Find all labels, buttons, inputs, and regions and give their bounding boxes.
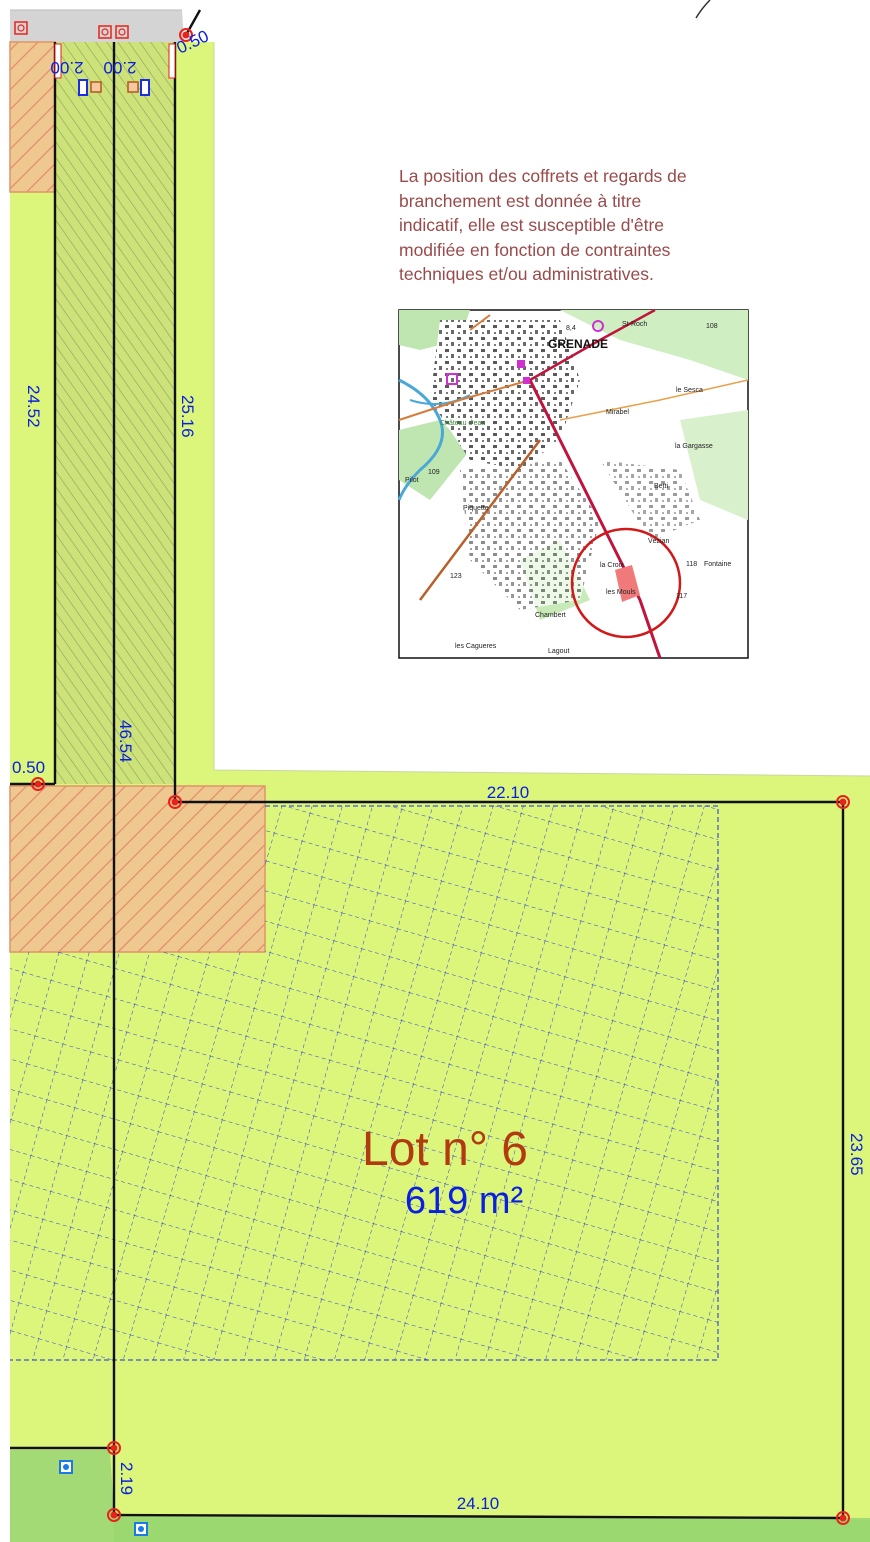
dim-24-52: 24.52 bbox=[24, 385, 43, 428]
map-place-label: les Cagueres bbox=[455, 643, 497, 650]
map-spot-height: 108 bbox=[706, 323, 718, 330]
dim-23-65: 23.65 bbox=[847, 1133, 866, 1176]
map-place-label: Lagout bbox=[548, 648, 569, 655]
map-place-label: Piquette bbox=[463, 505, 489, 512]
dim-24-10: 24.10 bbox=[457, 1494, 500, 1513]
utility-boxes-bottom bbox=[59, 1460, 148, 1536]
building-envelope-grid bbox=[10, 805, 719, 1361]
dim-0-50-left: 0.50 bbox=[12, 758, 45, 777]
map-spot-height: 109 bbox=[428, 469, 440, 476]
dim-2-00-a: 2.00 bbox=[50, 58, 83, 77]
map-spot-height: 123 bbox=[450, 573, 462, 580]
map-place-label: la Croix bbox=[600, 562, 624, 569]
map-place-label: Pilot bbox=[405, 477, 419, 484]
map-place-label: la Gargasse bbox=[675, 443, 713, 450]
dim-46-54: 46.54 bbox=[116, 720, 135, 763]
lot-area: 619 m² bbox=[405, 1180, 523, 1222]
map-town-label: GRENADE bbox=[548, 337, 608, 351]
dim-25-16: 25.16 bbox=[178, 395, 197, 438]
setback-zone-top bbox=[9, 41, 56, 193]
setback-zone-corner bbox=[9, 785, 266, 953]
map-place-label: Fontaine bbox=[704, 561, 731, 568]
lot-number: Lot n° 6 bbox=[362, 1123, 528, 1176]
dim-22-10: 22.10 bbox=[487, 783, 530, 802]
marker bbox=[179, 28, 193, 42]
map-spot-height: 117 bbox=[676, 593, 687, 600]
map-place-label: Vézian bbox=[648, 538, 670, 545]
connection-notice: La position des coffrets et regards de b… bbox=[399, 166, 687, 284]
map-place-label: St-Roch bbox=[622, 321, 647, 328]
map-place-label: Château d'eau bbox=[440, 420, 485, 427]
map-spot-height: 8,4 bbox=[566, 325, 576, 332]
boundary-markers bbox=[31, 28, 850, 1525]
dim-2-19: 2.19 bbox=[117, 1462, 136, 1495]
map-place-label: le Sesca bbox=[676, 387, 703, 394]
boundary-lines bbox=[10, 9, 845, 1520]
map-place-label: Mirabel bbox=[606, 409, 629, 416]
location-map: GRENADE St-Roch le Sesca Mirabel la Garg… bbox=[397, 308, 749, 659]
dim-2-00-b: 2.00 bbox=[103, 58, 136, 77]
map-spot-height: 118 bbox=[686, 561, 697, 568]
map-place-label: Betti bbox=[654, 483, 668, 490]
road-strip bbox=[10, 10, 184, 42]
map-place-label: les Mouls bbox=[606, 589, 636, 596]
map-place-label: Chambert bbox=[535, 612, 566, 619]
utility-boxes-top bbox=[14, 21, 176, 96]
